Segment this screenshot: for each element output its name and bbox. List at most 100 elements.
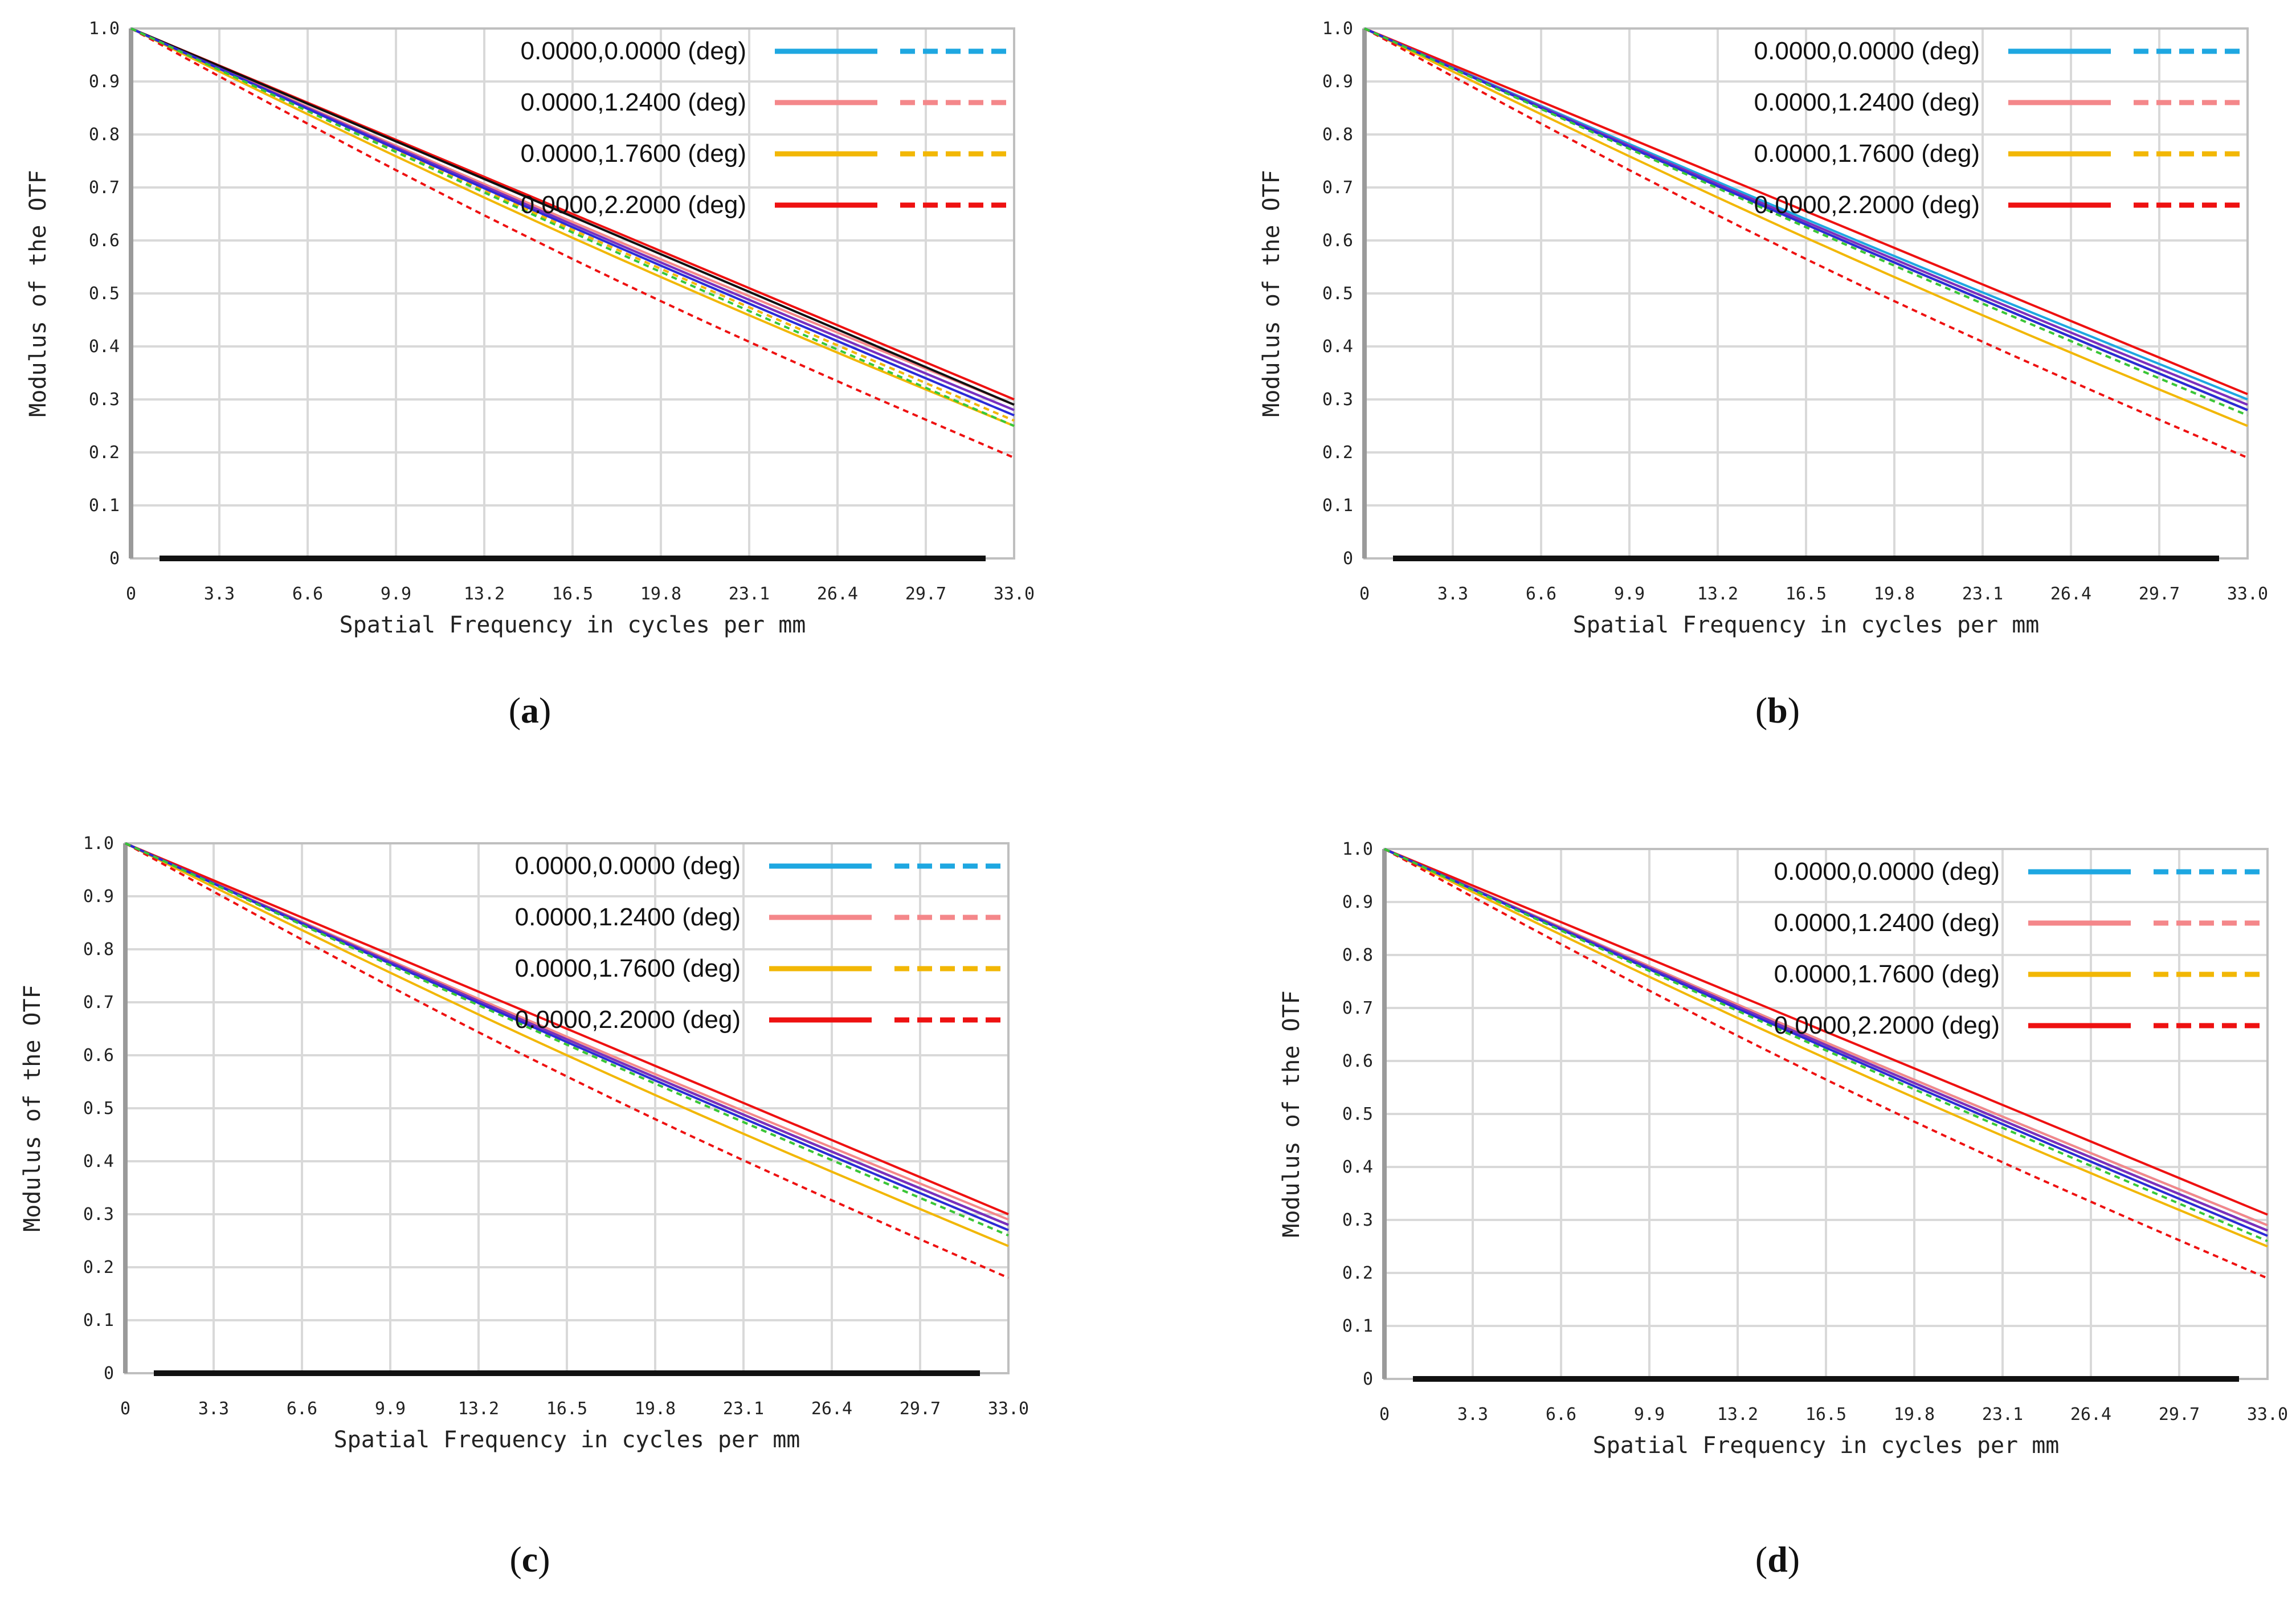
- chart-a-series-line-5: [130, 27, 1015, 422]
- chart-d-legend-label-1: 0.0000,1.2400 (deg): [1774, 909, 2000, 937]
- chart-c-y-tick-label: 0: [104, 1364, 114, 1383]
- chart-a-y-tick-label: 0.7: [89, 178, 120, 198]
- chart-a-y-tick-label: 0.2: [89, 443, 120, 463]
- caption-letter-c: c: [521, 1539, 538, 1579]
- chart-b-x-tick-label: 29.7: [2139, 584, 2180, 604]
- chart-c-x-axis-title: Spatial Frequency in cycles per mm: [334, 1427, 800, 1453]
- chart-b-x-tick-label: 26.4: [2050, 584, 2091, 604]
- chart-d-x-tick-label: 16.5: [1805, 1405, 1846, 1425]
- chart-a-x-tick-label: 33.0: [994, 584, 1035, 604]
- chart-d-y-tick-label: 0.1: [1342, 1316, 1373, 1336]
- chart-d-x-tick-label: 13.2: [1717, 1405, 1758, 1425]
- chart-b-y-tick-label: 0.8: [1322, 125, 1353, 145]
- caption-c: (c): [509, 1539, 550, 1579]
- chart-a-y-tick-label: 0.9: [89, 72, 120, 92]
- chart-a-legend-label-1: 0.0000,1.2400 (deg): [521, 88, 746, 116]
- chart-c-series-line-6: [125, 842, 1009, 1215]
- chart-b-legend-label-2: 0.0000,1.7600 (deg): [1754, 140, 1980, 168]
- chart-d-y-tick-label: 0.5: [1342, 1104, 1373, 1124]
- chart-b-y-tick-label: 0.4: [1322, 337, 1353, 357]
- chart-a-y-tick-label: 1.0: [89, 19, 120, 39]
- chart-b-y-tick-label: 0.9: [1322, 72, 1353, 92]
- chart-a-y-tick-label: 0: [109, 549, 120, 569]
- chart-d-legend-label-0: 0.0000,0.0000 (deg): [1774, 858, 2000, 885]
- chart-d-y-tick-label: 0.6: [1342, 1051, 1373, 1071]
- chart-a-y-tick-label: 0.3: [89, 390, 120, 410]
- chart-d-y-tick-label: 0.8: [1342, 945, 1373, 965]
- chart-b-x-axis-title: Spatial Frequency in cycles per mm: [1573, 612, 2040, 638]
- chart-a-x-tick-label: 23.1: [729, 584, 770, 604]
- chart-c-x-tick-label: 16.5: [546, 1399, 587, 1419]
- chart-d-x-tick-label: 33.0: [2247, 1405, 2288, 1425]
- chart-a-legend-label-0: 0.0000,0.0000 (deg): [521, 37, 746, 65]
- chart-a-legend-label-3: 0.0000,2.2000 (deg): [521, 191, 746, 219]
- chart-b-series-line-11: [1364, 27, 2248, 417]
- chart-c-y-axis-title: Modulus of the OTF: [19, 985, 46, 1231]
- chart-a-series-line-11: [130, 27, 1015, 427]
- caption-a: (a): [508, 690, 551, 730]
- chart-d-x-tick-label: 26.4: [2070, 1405, 2111, 1425]
- chart-d-y-axis-title: Modulus of the OTF: [1278, 990, 1305, 1237]
- chart-d-y-tick-label: 0.2: [1342, 1263, 1373, 1283]
- chart-a-y-axis-title: Modulus of the OTF: [25, 170, 51, 417]
- chart-b-series-line-7: [1364, 27, 2248, 459]
- chart-c-x-tick-label: 26.4: [811, 1399, 852, 1419]
- chart-b-legend-label-1: 0.0000,1.2400 (deg): [1754, 88, 1980, 116]
- chart-c-series-line-11: [125, 842, 1009, 1237]
- chart-b-x-tick-label: 16.5: [1786, 584, 1827, 604]
- chart-c-x-tick-label: 13.2: [458, 1399, 499, 1419]
- chart-c-legend-label-2: 0.0000,1.7600 (deg): [515, 954, 741, 982]
- chart-b-x-tick-label: 0: [1359, 584, 1370, 604]
- chart-a-series-line-7: [130, 27, 1015, 459]
- chart-a-x-axis-title: Spatial Frequency in cycles per mm: [340, 612, 806, 638]
- chart-a-x-tick-label: 16.5: [552, 584, 593, 604]
- chart-d-y-tick-label: 0.3: [1342, 1210, 1373, 1230]
- chart-a-x-tick-label: 0: [126, 584, 136, 604]
- chart-b-y-tick-label: 0.7: [1322, 178, 1353, 198]
- caption-d: (d): [1755, 1539, 1800, 1579]
- chart-d-x-tick-label: 0: [1379, 1405, 1390, 1425]
- chart-c-series-line-7: [125, 842, 1009, 1279]
- mtf-plot-c: 0 3.3 6.6 9.9 13.2 16.5 19.8 23.1 26.4 29.7 33.0 0 0…: [19, 834, 1029, 1453]
- chart-c-x-tick-label: 0: [120, 1399, 130, 1419]
- chart-c-x-tick-label: 3.3: [198, 1399, 229, 1419]
- chart-c-y-tick-label: 0.7: [83, 993, 114, 1013]
- chart-c-y-tick-label: 0.8: [83, 940, 114, 960]
- chart-d-series-line-11: [1384, 848, 2268, 1243]
- chart-c-legend-label-1: 0.0000,1.2400 (deg): [515, 903, 741, 931]
- chart-b-x-tick-label: 9.9: [1614, 584, 1645, 604]
- chart-b-x-tick-label: 13.2: [1697, 584, 1738, 604]
- mtf-chart-a: 0 3.3 6.6 9.9 13.2 16.5 19.8 23.1 26.4 29.7 33.0 0 0…: [17, 11, 1035, 638]
- mtf-plot-a: 0 3.3 6.6 9.9 13.2 16.5 19.8 23.1 26.4 29.7 33.0 0 0…: [25, 19, 1035, 638]
- chart-d-series-line-6: [1384, 848, 2268, 1216]
- chart-c-legend-label-3: 0.0000,2.2000 (deg): [515, 1006, 741, 1034]
- chart-c-x-tick-label: 9.9: [375, 1399, 406, 1419]
- chart-b-series-line-10: [1364, 27, 2248, 411]
- mtf-plot-d: 0 3.3 6.6 9.9 13.2 16.5 19.8 23.1 26.4 29.7 33.0 0 0…: [1278, 839, 2288, 1459]
- chart-b-x-tick-label: 3.3: [1437, 584, 1468, 604]
- chart-d-y-tick-label: 0: [1363, 1369, 1373, 1389]
- chart-c-legend-label-0: 0.0000,0.0000 (deg): [515, 852, 741, 880]
- chart-b-x-tick-label: 6.6: [1526, 584, 1556, 604]
- chart-b-legend-label-3: 0.0000,2.2000 (deg): [1754, 191, 1980, 219]
- mtf-chart-d: 0 3.3 6.6 9.9 13.2 16.5 19.8 23.1 26.4 29.7 33.0 0 0…: [1270, 832, 2288, 1459]
- chart-d-legend-label-3: 0.0000,2.2000 (deg): [1774, 1011, 2000, 1039]
- chart-a-x-tick-label: 26.4: [817, 584, 858, 604]
- caption-b: (b): [1755, 690, 1800, 730]
- chart-c-series-line-4: [125, 842, 1009, 1247]
- chart-c-y-tick-label: 0.6: [83, 1046, 114, 1066]
- mtf-chart-b: 0 3.3 6.6 9.9 13.2 16.5 19.8 23.1 26.4 29.7 33.0 0 0…: [1251, 11, 2268, 638]
- chart-c-x-tick-label: 33.0: [988, 1399, 1029, 1419]
- chart-d-x-tick-label: 29.7: [2159, 1405, 2200, 1425]
- chart-d-y-tick-label: 0.9: [1342, 892, 1373, 912]
- chart-b-y-tick-label: 0.2: [1322, 443, 1353, 463]
- chart-d-x-tick-label: 23.1: [1982, 1405, 2023, 1425]
- chart-a-series-line-4: [130, 27, 1015, 427]
- chart-d-x-axis-title: Spatial Frequency in cycles per mm: [1593, 1432, 2060, 1459]
- chart-a-y-tick-label: 0.6: [89, 231, 120, 251]
- chart-c-y-tick-label: 0.5: [83, 1099, 114, 1119]
- chart-a-y-tick-label: 0.5: [89, 284, 120, 304]
- chart-a-y-tick-label: 0.4: [89, 337, 120, 357]
- chart-c-y-tick-label: 0.4: [83, 1152, 114, 1172]
- chart-b-x-tick-label: 19.8: [1874, 584, 1915, 604]
